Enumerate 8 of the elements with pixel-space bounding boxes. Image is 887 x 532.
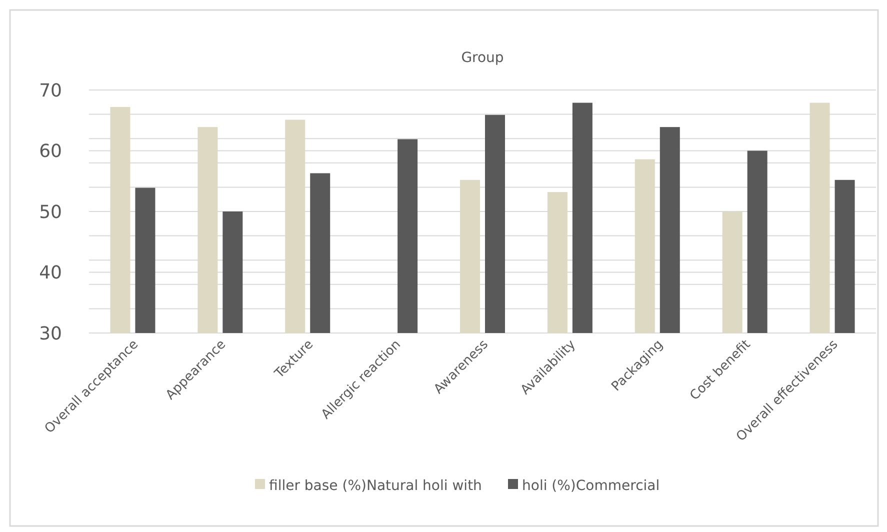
- y-tick-label: 70: [39, 80, 62, 102]
- y-tick-label: 60: [39, 141, 62, 162]
- legend-label: filler base (%)Natural holi with: [269, 478, 482, 494]
- legend-label: holi (%)Commercial: [522, 478, 660, 494]
- chart-title: Group: [461, 50, 504, 66]
- y-tick-label: 30: [39, 323, 62, 344]
- y-tick-label: 40: [39, 262, 62, 284]
- y-tick-label: 50: [39, 202, 62, 223]
